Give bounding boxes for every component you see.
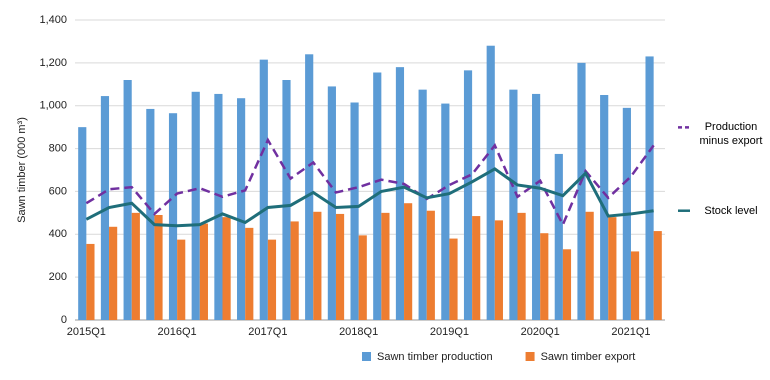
bar xyxy=(472,216,481,320)
y-tick-label: 1,200 xyxy=(39,57,67,69)
bar xyxy=(290,221,299,320)
legend-label: Stock level xyxy=(704,204,758,217)
bar xyxy=(449,238,458,320)
legend-label: Sawn timber production xyxy=(377,351,493,363)
bar xyxy=(381,212,390,320)
y-tick-label: 200 xyxy=(49,271,67,283)
bar xyxy=(335,213,345,320)
bar xyxy=(109,226,118,320)
bar xyxy=(486,45,495,320)
bar xyxy=(199,223,208,320)
bar xyxy=(463,70,473,320)
bar xyxy=(267,239,277,320)
bar xyxy=(123,80,132,320)
legend-label: Sawn timber export xyxy=(541,351,636,363)
bar xyxy=(313,211,322,320)
y-tick-label: 400 xyxy=(49,228,67,240)
bar xyxy=(259,59,268,321)
bar xyxy=(577,62,586,320)
x-tick-label: 2021Q1 xyxy=(611,326,650,338)
bar xyxy=(177,239,186,320)
bar xyxy=(630,251,640,320)
bar xyxy=(441,103,450,320)
bar xyxy=(608,217,617,320)
x-tick-label: 2017Q1 xyxy=(248,326,287,338)
bar xyxy=(237,98,246,320)
bar xyxy=(554,153,563,320)
bar xyxy=(168,113,178,320)
bar xyxy=(540,233,549,320)
bar xyxy=(358,235,367,320)
bar xyxy=(494,220,503,320)
bar xyxy=(78,127,87,321)
legend-swatch xyxy=(362,352,371,361)
x-tick-label: 2015Q1 xyxy=(67,326,106,338)
bar xyxy=(191,91,200,321)
bar xyxy=(418,89,427,321)
bar xyxy=(532,93,541,320)
bar xyxy=(154,215,163,320)
bar xyxy=(131,212,140,320)
y-tick-label: 800 xyxy=(49,142,67,154)
legend-label: Production minus export xyxy=(699,121,763,148)
bar xyxy=(395,67,405,321)
bar xyxy=(222,217,231,320)
legend-swatch xyxy=(525,352,535,361)
bar xyxy=(653,231,662,320)
bar xyxy=(86,243,95,320)
bar xyxy=(562,249,572,320)
bar xyxy=(585,211,594,320)
bar xyxy=(146,108,155,320)
bar xyxy=(404,203,413,320)
x-tick-label: 2016Q1 xyxy=(158,326,197,338)
x-tick-label: 2020Q1 xyxy=(521,326,560,338)
bar xyxy=(214,93,223,320)
y-tick-label: 1,000 xyxy=(39,100,67,112)
bar xyxy=(350,102,359,320)
y-tick-label: 600 xyxy=(49,185,67,197)
line-series xyxy=(85,167,654,228)
bar xyxy=(509,89,518,321)
x-tick-label: 2018Q1 xyxy=(339,326,378,338)
bar xyxy=(645,56,654,321)
x-tick-label: 2019Q1 xyxy=(430,326,469,338)
bar xyxy=(245,227,254,320)
y-axis-label: Sawn timber (000 m³) xyxy=(16,117,28,223)
bar xyxy=(517,212,526,320)
bar xyxy=(426,210,435,320)
line-series xyxy=(85,137,655,228)
bar xyxy=(373,72,382,320)
bar xyxy=(305,54,314,321)
bar xyxy=(282,80,291,320)
y-tick-label: 1,400 xyxy=(39,14,67,26)
y-tick-label: 0 xyxy=(61,314,67,326)
